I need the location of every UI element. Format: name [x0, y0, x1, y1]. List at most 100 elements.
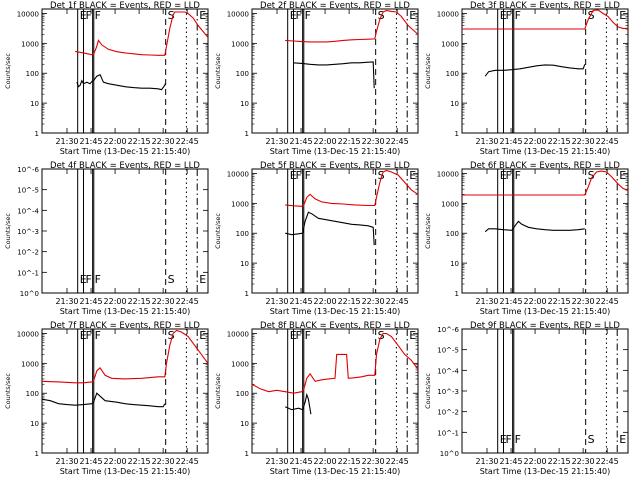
x-tick-label: 21:30	[55, 137, 78, 146]
x-tick-label: 21:30	[475, 297, 498, 306]
plot-frame	[41, 8, 209, 134]
y-tick-label: 10^-4	[17, 207, 39, 215]
event-marker-label: F	[506, 433, 512, 446]
event-marker-label: S	[588, 433, 595, 446]
plot-frame	[251, 168, 419, 294]
y-axis-label: Counts/sec	[214, 213, 222, 249]
event-marker-label: F	[515, 433, 521, 446]
event-marker-label: F	[515, 9, 521, 22]
y-tick-label: 1000	[441, 200, 459, 208]
event-marker-label: F	[86, 9, 92, 22]
x-tick-label: 22:45	[386, 137, 409, 146]
event-marker-label: E	[199, 273, 206, 286]
event-marker-label: S	[168, 9, 175, 22]
plot-frame	[41, 328, 209, 454]
x-axis-label: Start Time (13-Dec-15 21:15:40)	[480, 467, 611, 476]
y-axis-label: Counts/sec	[4, 53, 12, 89]
y-tick-label: 100	[26, 70, 39, 78]
x-tick-label: 22:00	[524, 297, 547, 306]
y-axis-label: Counts/sec	[424, 213, 432, 249]
event-marker-label: S	[168, 329, 175, 342]
x-tick-label: 21:30	[475, 137, 498, 146]
event-marker-label: E	[199, 9, 206, 22]
plot-frame	[461, 168, 629, 294]
y-tick-label: 10^-5	[17, 187, 39, 195]
y-tick-label: 10000	[437, 170, 459, 178]
x-tick-label: 22:45	[596, 297, 619, 306]
plot-frame	[461, 328, 629, 454]
plot-panel-4: Det 4f BLACK = Events, RED = LLD Counts/s…	[4, 161, 209, 316]
x-tick-label: 22:15	[128, 137, 151, 146]
y-tick-label: 1	[455, 290, 459, 298]
event-marker-label: E	[619, 9, 626, 22]
lld-series-line	[462, 170, 629, 196]
x-axis-label: Start Time (13-Dec-15 21:15:40)	[60, 307, 191, 316]
event-marker-label: F	[86, 273, 92, 286]
plot-frame	[251, 8, 419, 134]
y-tick-label: 10000	[437, 10, 459, 18]
lld-series-line	[285, 9, 419, 43]
y-tick-label: 100	[236, 70, 249, 78]
x-tick-label: 22:00	[314, 297, 337, 306]
x-axis-label: Start Time (13-Dec-15 21:15:40)	[480, 307, 611, 316]
event-marker-label: E	[619, 169, 626, 182]
x-tick-label: 22:15	[548, 137, 571, 146]
lld-series-line	[251, 332, 419, 394]
x-tick-label: 21:30	[265, 297, 288, 306]
x-tick-label: 21:30	[55, 297, 78, 306]
x-axis-label: Start Time (13-Dec-15 21:15:40)	[270, 307, 401, 316]
y-tick-label: 1000	[21, 40, 39, 48]
x-tick-label: 22:30	[572, 297, 595, 306]
plot-frame	[251, 328, 419, 454]
x-tick-label: 22:30	[362, 297, 385, 306]
y-tick-label: 10	[240, 100, 249, 108]
y-tick-label: 10000	[17, 10, 39, 18]
plot-panel-9: Det 9f BLACK = Events, RED = LLD Counts/s…	[424, 321, 629, 476]
y-tick-label: 10^-3	[17, 228, 39, 236]
x-tick-label: 22:00	[104, 137, 127, 146]
events-series-line	[484, 64, 586, 77]
event-marker-label: F	[305, 9, 311, 22]
y-tick-label: 10000	[227, 330, 249, 338]
x-tick-label: 22:30	[152, 297, 175, 306]
y-tick-label: 10^-1	[17, 269, 39, 277]
y-tick-label: 10	[450, 100, 459, 108]
x-tick-label: 22:30	[572, 137, 595, 146]
x-axis-label: Start Time (13-Dec-15 21:15:40)	[60, 467, 191, 476]
event-marker-label: E	[409, 329, 416, 342]
plot-title: Det 4f BLACK = Events, RED = LLD	[50, 161, 200, 171]
y-tick-label: 1	[245, 130, 249, 138]
x-axis-label: Start Time (13-Dec-15 21:15:40)	[60, 147, 191, 156]
x-tick-label: 22:15	[338, 457, 361, 466]
y-tick-label: 100	[446, 70, 459, 78]
event-marker-label: S	[168, 273, 175, 286]
x-tick-label: 21:30	[475, 457, 498, 466]
y-tick-label: 1000	[231, 200, 249, 208]
x-tick-label: 21:45	[500, 297, 523, 306]
plot-title: Det 3f BLACK = Events, RED = LLD	[470, 1, 620, 11]
event-marker-label: E	[409, 9, 416, 22]
y-tick-label: 10	[450, 260, 459, 268]
events-series-line	[285, 211, 375, 246]
event-marker-label: F	[515, 169, 521, 182]
x-tick-label: 21:45	[500, 137, 523, 146]
plot-title: Det 5f BLACK = Events, RED = LLD	[260, 161, 410, 171]
y-tick-label: 1	[35, 130, 39, 138]
plot-title: Det 8f BLACK = Events, RED = LLD	[260, 321, 410, 331]
plot-title: Det 1f BLACK = Events, RED = LLD	[50, 1, 200, 11]
event-marker-label: S	[378, 169, 385, 182]
y-axis-label: Counts/sec	[424, 373, 432, 409]
plot-panel-7: Det 7f BLACK = Events, RED = LLD Counts/s…	[4, 321, 209, 476]
plot-panel-2: Det 2f BLACK = Events, RED = LLD Counts/s…	[214, 1, 419, 156]
lld-series-line	[75, 11, 209, 56]
plot-panel-1: Det 1f BLACK = Events, RED = LLD Counts/s…	[4, 1, 209, 156]
x-tick-label: 21:30	[265, 457, 288, 466]
y-axis-label: Counts/sec	[214, 373, 222, 409]
event-marker-label: F	[305, 329, 311, 342]
x-tick-label: 22:00	[524, 137, 547, 146]
x-tick-label: 21:45	[290, 137, 313, 146]
y-tick-label: 1	[245, 450, 249, 458]
y-axis-label: Counts/sec	[4, 373, 12, 409]
event-marker-label: E	[409, 169, 416, 182]
